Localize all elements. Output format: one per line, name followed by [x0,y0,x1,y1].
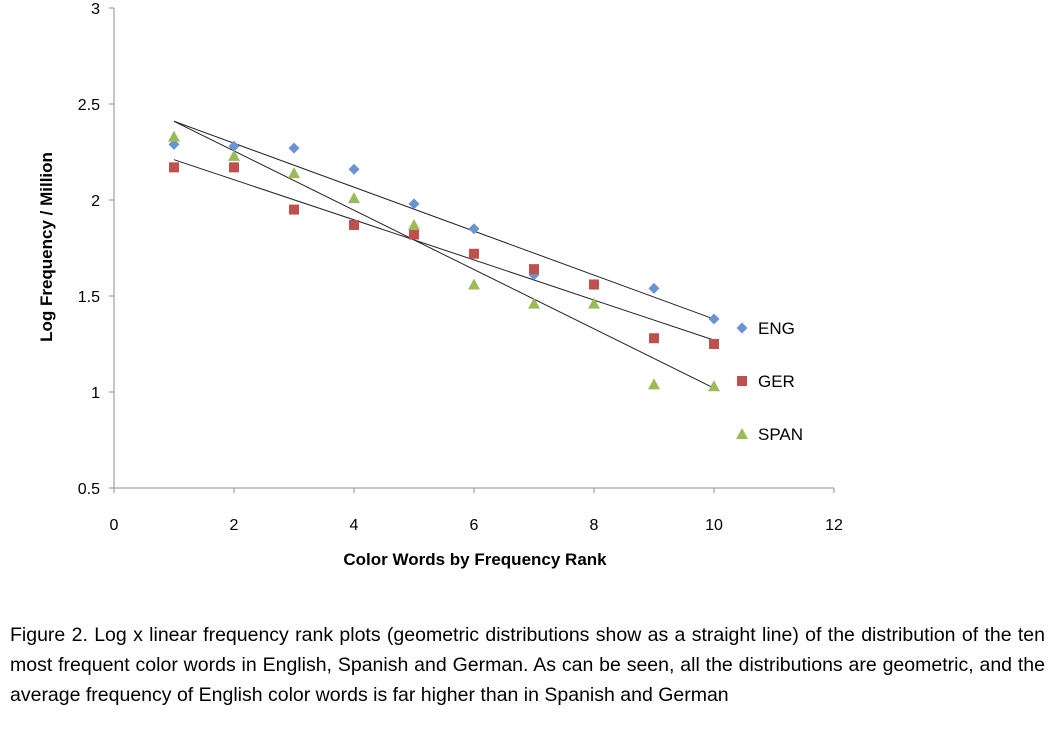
legend-marker-span [736,428,748,439]
y-tick-label: 3 [91,1,100,18]
point-eng [288,142,300,154]
y-axis-title: Log Frequency / Million [37,152,56,342]
legend-marker-ger [737,376,747,386]
point-eng [708,313,720,325]
point-span [288,167,300,179]
scatter-chart: 0.5 1 1.5 2 2.5 3 0 2 4 6 8 10 12 ENG GER SPAN Color W… [37,1,843,569]
legend-label-eng: ENG [758,319,795,338]
point-eng [648,282,660,294]
point-ger [169,162,179,173]
point-ger [469,248,479,259]
x-tick-label: 4 [350,517,359,534]
point-ger [709,339,719,349]
point-ger [229,162,239,173]
y-tick-label: 2.5 [78,97,100,114]
point-span [468,278,480,290]
point-eng [228,140,240,152]
x-tick-label: 2 [230,517,239,534]
point-ger [649,333,659,344]
trendlines [173,120,715,389]
point-span [168,130,180,142]
x-tick-label: 8 [590,517,599,534]
point-eng [348,163,360,175]
x-tick-label: 0 [110,517,119,534]
legend-label-ger: GER [758,372,795,391]
x-tick-label: 10 [705,517,723,534]
y-tick-label: 1.5 [78,289,100,306]
point-eng [408,198,420,210]
point-span [348,192,360,204]
point-span [588,297,600,309]
y-tick-label: 2 [91,193,100,210]
point-ger [289,204,299,215]
trendline-eng [173,120,715,320]
x-tick-label: 12 [825,517,843,534]
point-span [408,218,420,230]
point-span [528,297,540,309]
legend-label-span: SPAN [758,425,803,444]
x-axis-title: Color Words by Frequency Rank [343,550,607,569]
axes: 0.5 1 1.5 2 2.5 3 0 2 4 6 8 10 12 [78,1,843,534]
point-span [708,380,720,392]
legend-marker-eng [736,322,748,334]
point-ger [589,279,599,290]
point-span [228,149,240,161]
point-ger [349,219,359,230]
point-ger [529,264,539,275]
point-span [648,378,660,390]
y-tick-label: 0.5 [78,481,100,498]
x-tick-label: 6 [470,517,479,534]
point-ger [409,229,419,240]
trendline-span [173,120,715,389]
trendline-ger [173,159,715,341]
y-tick-label: 1 [91,385,100,402]
figure-caption: Figure 2. Log x linear frequency rank pl… [10,624,1045,706]
legend: ENG GER SPAN [736,319,803,444]
data-points [168,130,720,392]
point-eng [468,223,480,235]
